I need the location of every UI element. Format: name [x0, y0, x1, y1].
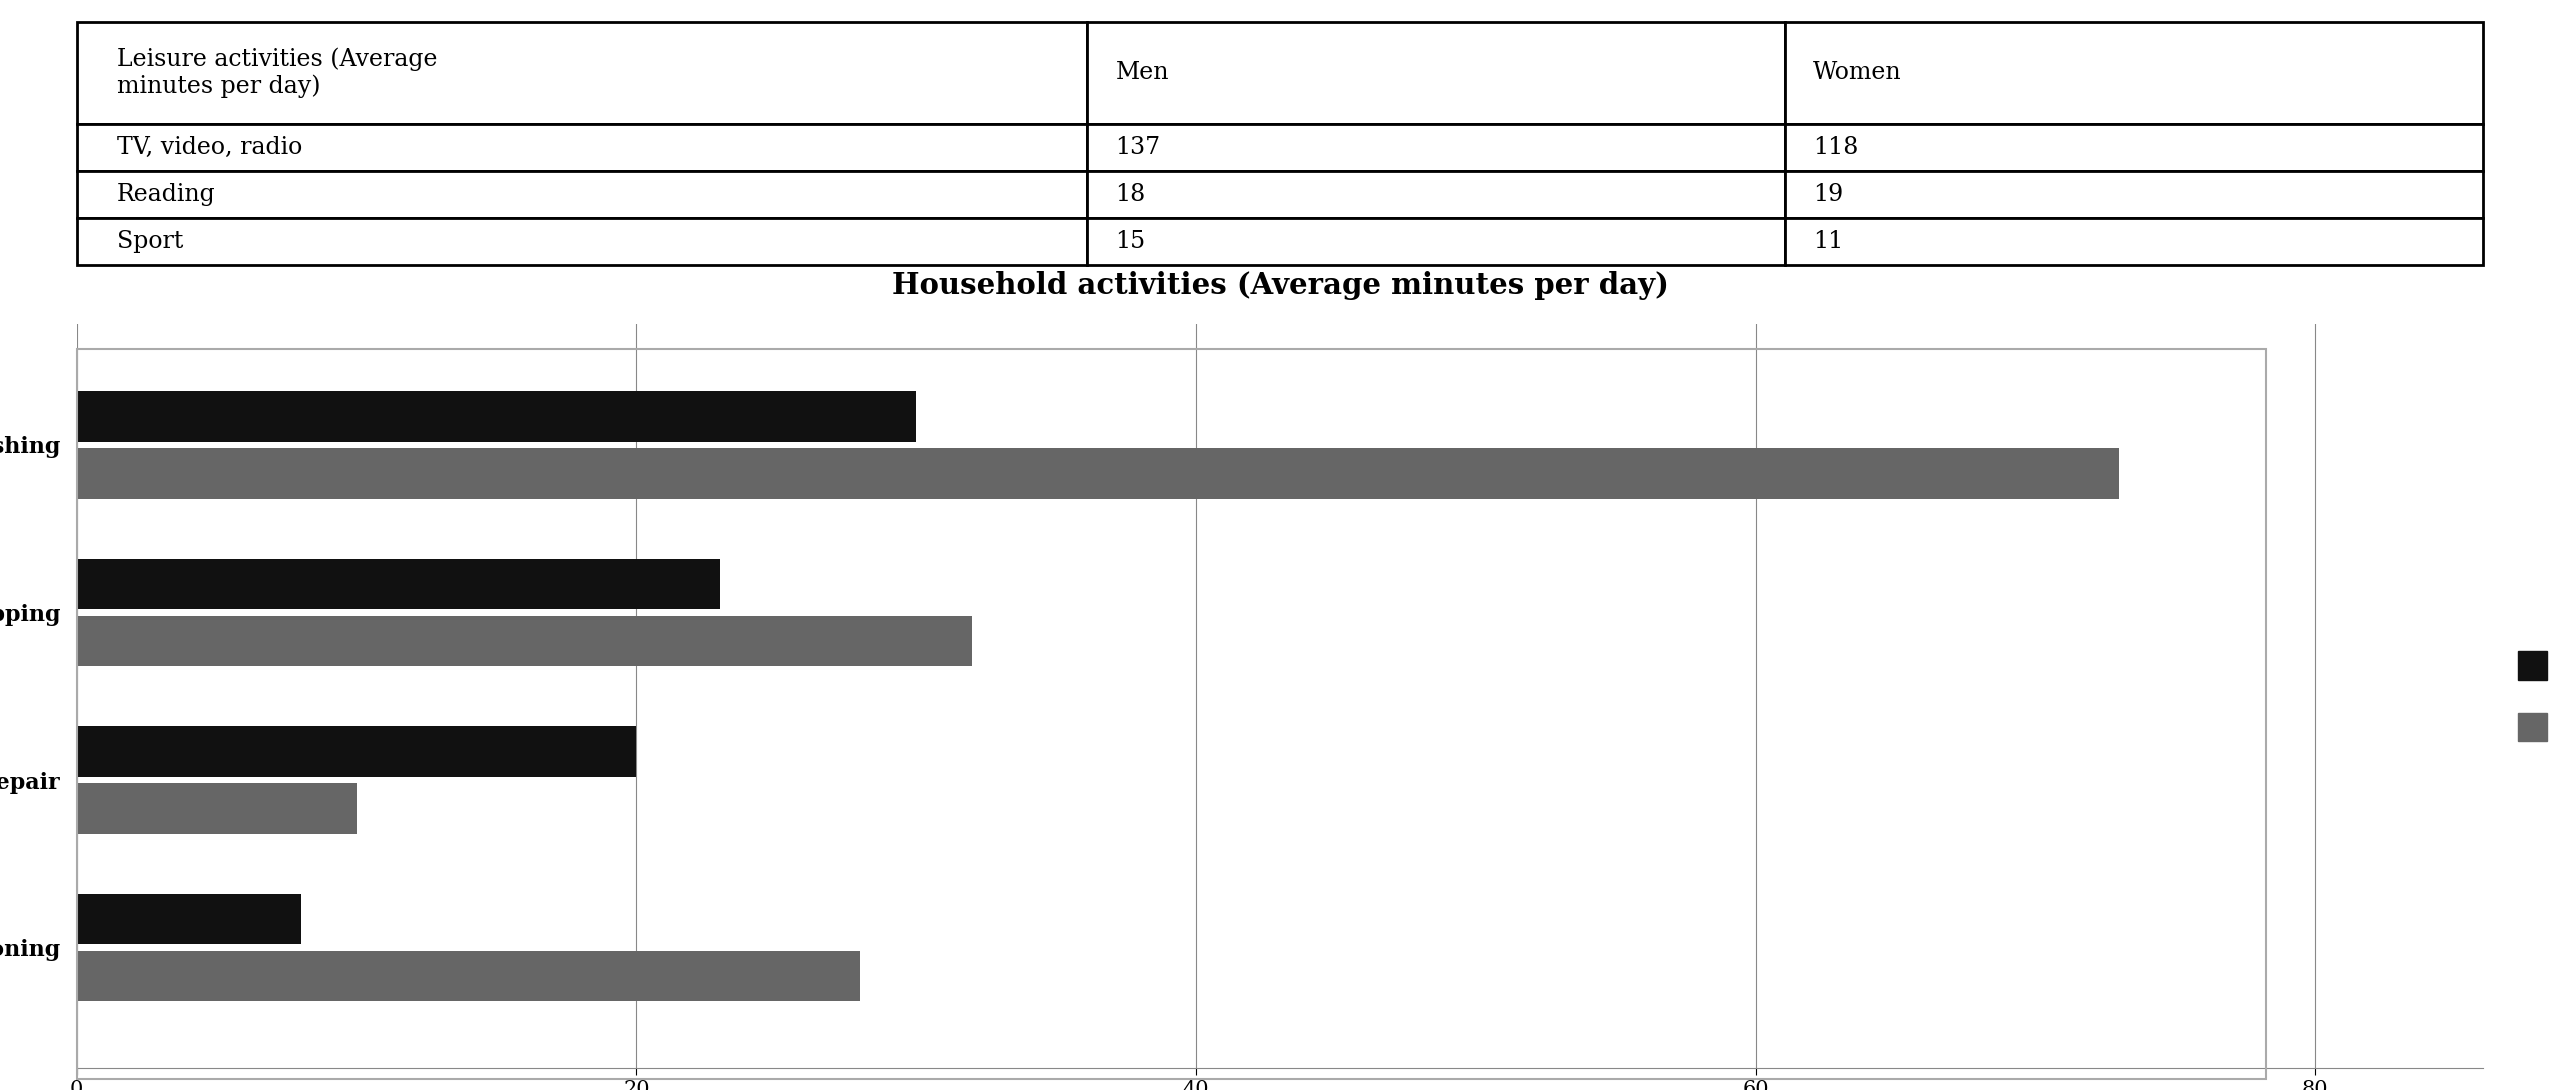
- Bar: [77, 448, 2120, 498]
- Bar: [77, 894, 300, 944]
- Bar: [77, 616, 973, 666]
- Bar: [77, 950, 860, 1002]
- Legend: Men, Women: Men, Women: [2519, 651, 2560, 741]
- Bar: [77, 784, 356, 834]
- Bar: [77, 391, 916, 441]
- Bar: [77, 726, 637, 777]
- Title: Household activities (Average minutes per day): Household activities (Average minutes pe…: [891, 270, 1669, 300]
- Bar: [77, 559, 719, 609]
